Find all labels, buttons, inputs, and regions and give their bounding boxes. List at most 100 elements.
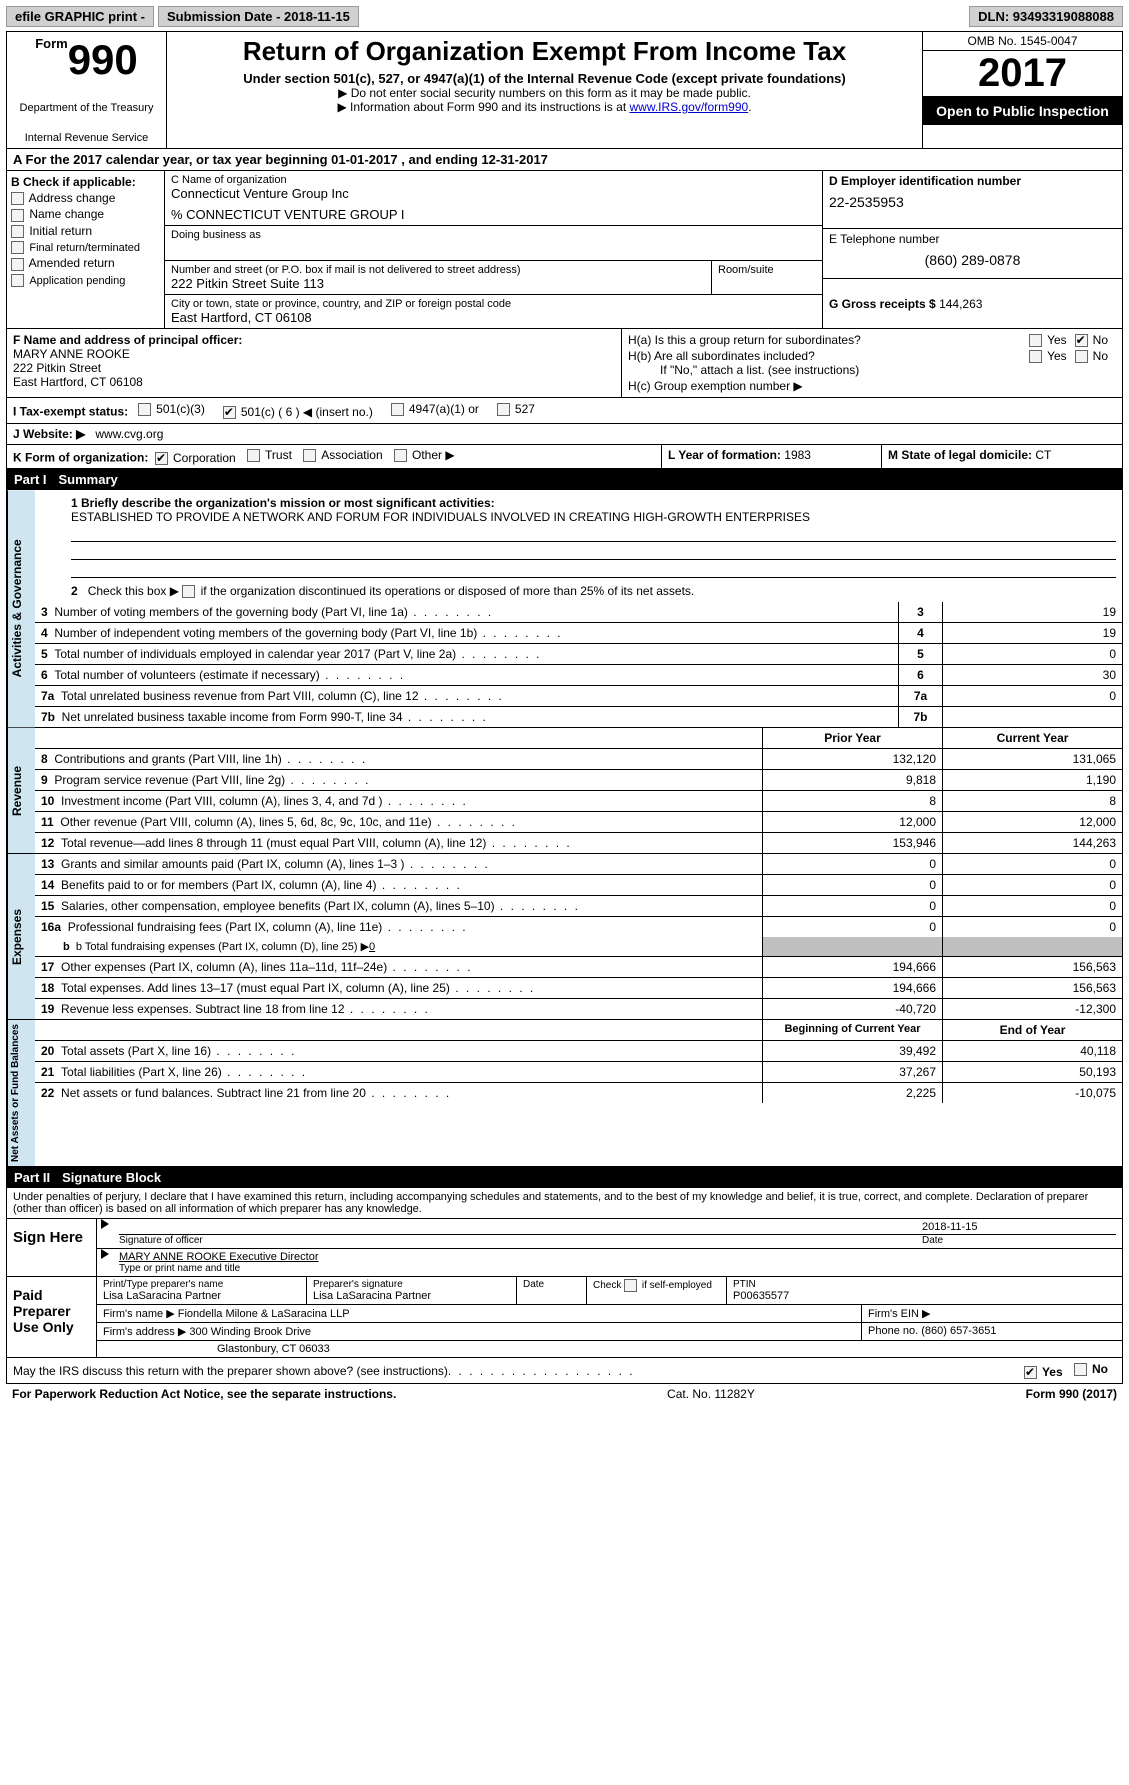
sig-officer-label: Signature of officer [119,1235,916,1246]
dba-value [171,241,816,257]
checkbox-trust[interactable] [247,449,260,462]
section-a: A For the 2017 calendar year, or tax yea… [6,149,1123,171]
type-name-label: Type or print name and title [119,1263,1116,1274]
efile-print-button[interactable]: efile GRAPHIC print - [6,6,154,27]
line-21-cy: 50,193 [942,1062,1122,1082]
section-c: C Name of organization Connecticut Ventu… [165,171,822,328]
section-bcd: B Check if applicable: Address change Na… [6,171,1123,329]
self-employed: Check if self-employed [587,1277,727,1304]
checkbox-final-return[interactable] [11,241,24,254]
checkbox-501c3[interactable] [138,403,151,416]
prep-sig-label: Preparer's signature [313,1279,510,1290]
line-4-num: 4 [898,623,942,643]
l1-label: 1 Briefly describe the organization's mi… [71,496,495,510]
line-9-py: 9,818 [762,770,942,790]
checkbox-4947a1[interactable] [391,403,404,416]
checkbox-501c[interactable] [223,406,236,419]
hb-no: No [1093,349,1108,363]
line-19-cy: -12,300 [942,999,1122,1019]
line-13-cy: 0 [942,854,1122,874]
ha-no: No [1093,333,1108,347]
submission-date: Submission Date - 2018-11-15 [158,6,359,27]
prep-name: Lisa LaSaracina Partner [103,1290,300,1302]
room-label: Room/suite [718,264,816,276]
line-11-py: 12,000 [762,812,942,832]
c-name-label: C Name of organization [171,174,816,186]
line-4-val: 19 [942,623,1122,643]
checkbox-discuss-yes[interactable] [1024,1366,1037,1379]
line-7a-text: 7a Total unrelated business revenue from… [35,686,898,706]
checkbox-ha-yes[interactable] [1029,334,1042,347]
line-5-val: 0 [942,644,1122,664]
checkbox-discuss-no[interactable] [1074,1363,1087,1376]
sig-officer-line[interactable] [119,1221,916,1235]
checkbox-ha-no[interactable] [1075,334,1088,347]
sig-date-label: Date [916,1235,1116,1246]
h-attach-note: If "No," attach a list. (see instruction… [660,363,1116,377]
info-note-text: ▶ Information about Form 990 and its ins… [337,100,629,114]
form-990-page: efile GRAPHIC print - Submission Date - … [0,0,1129,1410]
line-11-cy: 12,000 [942,812,1122,832]
checkbox-application-pending[interactable] [11,274,24,287]
b-item-1: Name change [29,207,104,221]
line-8-text: 8 Contributions and grants (Part VIII, l… [35,749,762,769]
mission-text: ESTABLISHED TO PROVIDE A NETWORK AND FOR… [71,510,810,524]
firm-name: Fiondella Milone & LaSaracina LLP [178,1308,350,1320]
k-trust: Trust [265,448,292,462]
form-label: Form [35,36,68,51]
section-klm: K Form of organization: Corporation Trus… [6,445,1123,469]
firm-addr1: 300 Winding Brook Drive [189,1326,311,1338]
line-10-cy: 8 [942,791,1122,811]
mission-line-3 [71,562,1116,578]
l2-text: 2 Check this box ▶ if the organization d… [71,584,694,598]
prep-sig: Lisa LaSaracina Partner [313,1290,510,1302]
k-assoc: Association [321,448,382,462]
b-label: B Check if applicable: [11,175,160,189]
checkbox-name-change[interactable] [11,209,24,222]
checkbox-address-change[interactable] [11,192,24,205]
k-corp: Corporation [173,451,236,465]
checkbox-association[interactable] [303,449,316,462]
officer-street: 222 Pitkin Street [13,361,615,375]
officer-city: East Hartford, CT 06108 [13,375,615,389]
net-spacer [35,1020,762,1040]
signature-block: Under penalties of perjury, I declare th… [6,1188,1123,1384]
prep-date-label: Date [523,1279,580,1290]
checkbox-amended[interactable] [11,258,24,271]
org-name: Connecticut Venture Group Inc [171,186,816,201]
year-formation: 1983 [784,448,811,462]
footer-left: For Paperwork Reduction Act Notice, see … [12,1387,396,1401]
discuss-text: May the IRS discuss this return with the… [13,1364,448,1378]
checkbox-527[interactable] [497,403,510,416]
line-14-text: 14 Benefits paid to or for members (Part… [35,875,762,895]
rev-spacer [35,728,762,748]
line-10-py: 8 [762,791,942,811]
checkbox-hb-yes[interactable] [1029,350,1042,363]
line-8-cy: 131,065 [942,749,1122,769]
line-18-cy: 156,563 [942,978,1122,998]
line-14-cy: 0 [942,875,1122,895]
line-3-num: 3 [898,602,942,622]
header-mid: Return of Organization Exempt From Incom… [167,32,922,148]
checkbox-hb-no[interactable] [1075,350,1088,363]
line-18-py: 194,666 [762,978,942,998]
section-l: L Year of formation: 1983 [662,445,882,468]
g-label: G Gross receipts $ [829,297,936,311]
line-11-text: 11 Other revenue (Part VIII, column (A),… [35,812,762,832]
line-22-cy: -10,075 [942,1083,1122,1103]
open-to-public: Open to Public Inspection [923,97,1122,125]
form-subtitle: Under section 501(c), 527, or 4947(a)(1)… [175,71,914,86]
irs-link[interactable]: www.IRS.gov/form990 [629,100,748,114]
checkbox-other[interactable] [394,449,407,462]
b-item-2: Initial return [29,224,92,238]
line-5-text: 5 Total number of individuals employed i… [35,644,898,664]
checkbox-self-employed[interactable] [624,1279,637,1292]
sig-date-value: 2018-11-15 [916,1221,1116,1235]
officer-name-title: MARY ANNE ROOKE Executive Director [119,1251,1116,1263]
section-j: J Website: ▶ www.cvg.org [6,424,1123,445]
checkbox-discontinued[interactable] [182,585,195,598]
checkbox-initial-return[interactable] [11,225,24,238]
line-7a-num: 7a [898,686,942,706]
state-domicile: CT [1035,448,1051,462]
checkbox-corporation[interactable] [155,452,168,465]
